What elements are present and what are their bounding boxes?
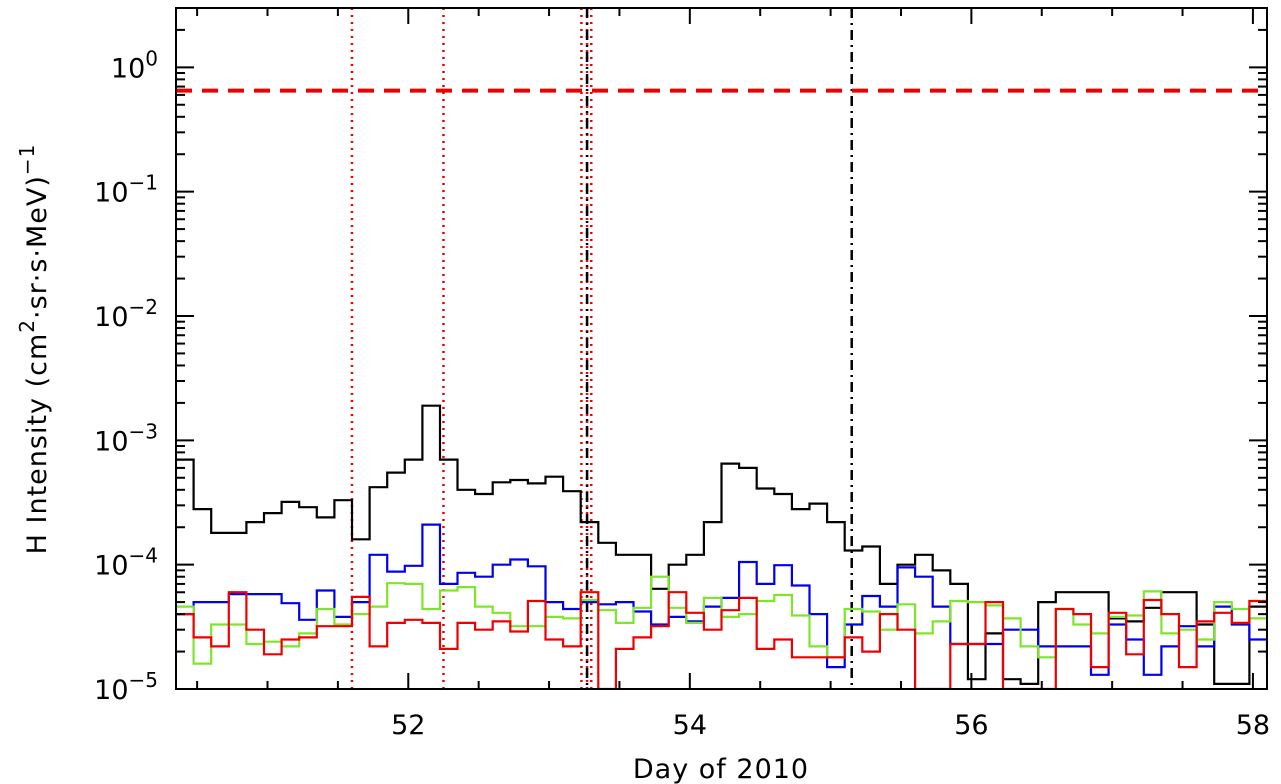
series-line-1: [176, 523, 1267, 676]
y-tick-label: 10−5: [94, 668, 158, 706]
y-tick-label: 100: [111, 46, 158, 84]
y-axis-label-prefix: H Intensity (cm: [22, 333, 53, 555]
x-tick-label: 58: [1236, 710, 1270, 741]
series-line-2: [176, 575, 1267, 665]
x-tick-label: 56: [954, 710, 988, 741]
x-axis-label: Day of 2010: [633, 754, 809, 784]
y-axis-label-sup: 2: [15, 319, 39, 333]
vertical-markers: [350, 8, 853, 689]
x-axis-ticks: 52 54 56 58: [196, 8, 1270, 741]
y-axis-label-sup2: −1: [15, 144, 39, 175]
y-tick-label: 10−2: [94, 295, 158, 333]
series-line-0: [176, 404, 1267, 685]
y-axis-label-mid: ·sr·s·MeV): [22, 175, 53, 319]
plot-frame: [175, 7, 1268, 690]
y-axis-label: H Intensity (cm2·sr·s·MeV)−1: [15, 144, 53, 555]
x-tick-label: 54: [673, 710, 707, 741]
series-group: [176, 404, 1267, 689]
y-tick-label: 10−4: [94, 544, 158, 582]
y-axis-ticks: 10−5 10−4 10−3 10−2 10−1 100: [94, 7, 1267, 706]
x-tick-label: 52: [391, 710, 425, 741]
series-line-3: [176, 591, 1267, 689]
y-tick-label: 10−3: [94, 419, 158, 457]
y-tick-label: 10−1: [94, 171, 158, 209]
